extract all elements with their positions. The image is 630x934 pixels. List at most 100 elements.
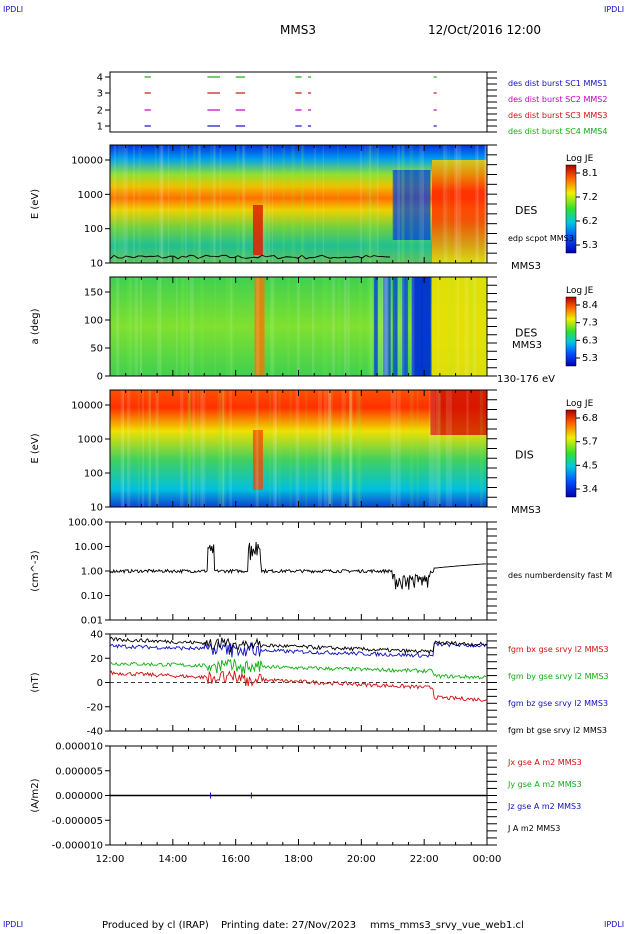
x-tick-label: 22:00 <box>410 854 439 865</box>
heatmap-streak <box>466 390 469 507</box>
heatmap-streak <box>154 145 158 263</box>
heatmap-streak <box>484 145 489 263</box>
hot-region <box>432 277 487 376</box>
heatmap-streak <box>122 390 125 507</box>
y-tick-label: 3 <box>97 89 103 100</box>
y-tick-label: 0.000010 <box>55 742 103 753</box>
y-tick-label: 0.10 <box>81 591 103 602</box>
heatmap-streak <box>470 277 475 376</box>
series-label: fgm by gse srvy l2 MMS3 <box>508 672 609 681</box>
heatmap-streak <box>130 277 132 376</box>
heatmap-streak <box>377 145 379 263</box>
heatmap-streak <box>331 277 336 376</box>
series-label: fgm bx gse srvy l2 MMS3 <box>508 645 609 654</box>
y-tick-label: -20 <box>87 702 103 713</box>
series-label: fgm bt gse srvy l2 MMS3 <box>508 726 607 735</box>
colorbar-tick-label: 6.2 <box>582 216 598 227</box>
y-axis-label: (cm^-3) <box>30 550 41 591</box>
heatmap-streak <box>155 390 159 507</box>
heatmap-streak <box>148 390 151 507</box>
heatmap-streak <box>133 145 135 263</box>
y-tick-label: 150 <box>84 288 103 299</box>
heatmap-streak <box>482 277 485 376</box>
low-flux-stripe <box>383 277 391 376</box>
heatmap-streak <box>329 277 331 376</box>
heatmap-streak <box>256 277 260 376</box>
colorbar <box>565 164 577 254</box>
y-axis-label: (nT) <box>30 672 41 692</box>
hot-spot <box>252 430 263 490</box>
heatmap-streak <box>323 390 328 507</box>
heatmap-streak <box>137 390 140 507</box>
series-label: Jy gse A m2 MMS3 <box>507 780 582 789</box>
low-flux-region <box>411 277 431 376</box>
heatmap-streak <box>231 277 235 376</box>
hot-region <box>432 160 487 263</box>
low-flux-stripe <box>373 277 378 376</box>
heatmap-streak <box>435 390 438 507</box>
heatmap-streak <box>366 145 371 263</box>
heatmap-streak <box>139 277 142 376</box>
corner-label-bl: IPDLI <box>3 920 24 929</box>
y-axis-label: a (deg) <box>30 308 41 344</box>
heatmap-streak <box>369 145 371 263</box>
bottom-right-label: 130-176 eV <box>497 374 555 385</box>
heatmap-streak <box>184 145 187 263</box>
hot-region <box>430 390 487 435</box>
footer-produced-by: Produced by cl (IRAP) <box>102 920 209 931</box>
heatmap-streak <box>242 145 246 263</box>
y-tick-label: 1000 <box>78 435 103 446</box>
heatmap-streak <box>456 145 458 263</box>
heatmap-streak <box>116 277 120 376</box>
colorbar-title: Log JE <box>566 154 594 164</box>
y-axis-label: E (eV) <box>30 433 41 463</box>
spacecraft-title: MMS3 <box>280 23 316 37</box>
heatmap-streak <box>327 390 332 507</box>
heatmap-streak <box>472 277 477 376</box>
heatmap-streak <box>297 277 300 376</box>
heatmap-streak <box>347 277 350 376</box>
heatmap-streak <box>305 390 308 507</box>
heatmap-streak <box>123 145 128 263</box>
heatmap-streak <box>167 145 170 263</box>
heatmap-streak <box>271 145 274 263</box>
heatmap-streak <box>416 390 419 507</box>
hot-spot <box>252 205 263 255</box>
heatmap-streak <box>185 277 189 376</box>
heatmap-streak <box>274 390 277 507</box>
heatmap-streak <box>222 390 225 507</box>
low-flux-stripe <box>402 277 409 376</box>
heatmap-streak <box>127 390 131 507</box>
heatmap-streak <box>202 390 206 507</box>
heatmap-streak <box>484 145 487 263</box>
heatmap-streak <box>477 145 479 263</box>
heatmap-streak <box>317 390 322 507</box>
heatmap-streak <box>420 145 424 263</box>
heatmap-streak <box>214 277 217 376</box>
heatmap-streak <box>367 277 372 376</box>
y-tick-label: 4 <box>97 73 103 84</box>
heatmap-streak <box>301 145 304 263</box>
y-tick-label: -0.000005 <box>52 816 103 827</box>
heatmap-streak <box>212 145 216 263</box>
heatmap-streak <box>139 277 142 376</box>
heatmap-streak <box>341 390 345 507</box>
y-tick-label: 40 <box>90 630 103 641</box>
colorbar <box>565 409 577 498</box>
bottom-right-label: MMS3 <box>511 505 541 516</box>
y-tick-label: 50 <box>90 344 103 355</box>
y-tick-label: 0.01 <box>81 616 103 627</box>
colorbar-tick-label: 7.3 <box>582 318 598 329</box>
heatmap-streak <box>296 277 298 376</box>
y-tick-label: 1 <box>97 122 103 133</box>
heatmap-streak <box>349 390 353 507</box>
heatmap-streak <box>406 277 409 376</box>
heatmap-streak <box>448 145 450 263</box>
heatmap-streak <box>349 390 353 507</box>
heatmap-streak <box>189 277 194 376</box>
heatmap-streak <box>396 390 401 507</box>
heatmap-streak <box>301 145 305 263</box>
series-label: Jx gse A m2 MMS3 <box>507 758 582 767</box>
series-label: fgm bz gse srvy l2 MMS3 <box>508 699 608 708</box>
heatmap-streak <box>287 277 290 376</box>
